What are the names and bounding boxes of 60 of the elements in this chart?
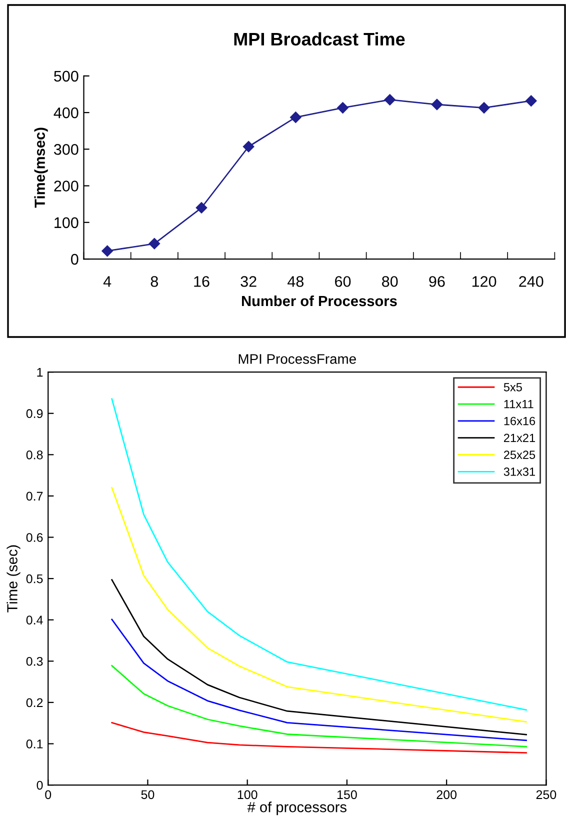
point xyxy=(384,94,396,106)
y-axis-title: Time (sec) xyxy=(6,545,20,612)
y-tick-label: 400 xyxy=(54,107,78,118)
x-tick-label: 120 xyxy=(472,276,496,287)
y-axis-title: Time(msec) xyxy=(34,128,48,208)
y-tick-label: 0 xyxy=(36,780,43,790)
y-tick-label: 200 xyxy=(54,180,78,192)
y-tick-label: 500 xyxy=(54,70,78,82)
x-tick-label: 150 xyxy=(337,790,357,800)
line-series xyxy=(111,665,527,748)
y-tick-label: 0 xyxy=(71,254,78,265)
point xyxy=(102,245,113,257)
x-tick-label: 200 xyxy=(436,790,457,800)
chart-title: MPI Broadcast Time xyxy=(234,32,405,46)
point xyxy=(196,202,208,214)
x-tick-label: 4 xyxy=(103,276,112,287)
y-tick-label: 0.3 xyxy=(26,656,43,666)
y-tick-label: 0.4 xyxy=(26,616,43,625)
legend-label: 21x21 xyxy=(504,434,535,442)
x-tick-label: 0 xyxy=(45,790,52,800)
x-axis-title: # of processors xyxy=(247,802,346,816)
point xyxy=(337,102,348,114)
legend-label: 16x16 xyxy=(504,416,536,426)
y-tick-label: 0.9 xyxy=(26,409,43,418)
y-tick-label: 300 xyxy=(54,144,78,155)
legend-label: 25x25 xyxy=(504,450,536,460)
legend-label: 5x5 xyxy=(504,383,522,392)
x-tick-label: 8 xyxy=(150,276,158,287)
x-tick-label: 60 xyxy=(335,276,351,287)
line-series xyxy=(111,487,527,723)
x-tick-label: 240 xyxy=(519,276,544,287)
y-tick-label: 100 xyxy=(54,217,78,228)
legend-label: 31x31 xyxy=(504,468,535,476)
x-tick-label: 48 xyxy=(288,276,304,287)
y-tick-label: 0.8 xyxy=(26,450,43,460)
point xyxy=(290,112,302,123)
line-series xyxy=(111,579,527,736)
point xyxy=(242,141,254,152)
point xyxy=(478,102,490,114)
legend-label: 11x11 xyxy=(504,400,534,408)
point xyxy=(526,95,537,106)
x-tick-label: 50 xyxy=(141,790,154,800)
point xyxy=(148,238,160,250)
x-tick-label: 32 xyxy=(240,276,256,287)
x-tick-label: 96 xyxy=(429,276,445,287)
y-tick-label: 0.1 xyxy=(26,740,43,748)
y-tick-label: 0.7 xyxy=(26,492,43,501)
x-tick-label: 250 xyxy=(536,790,556,800)
x-tick-label: 80 xyxy=(382,276,398,287)
line-series xyxy=(111,722,527,754)
y-tick-label: 0.2 xyxy=(26,698,43,708)
x-tick-label: 100 xyxy=(238,790,258,800)
x-axis-title: Number of Processors xyxy=(242,295,397,306)
y-tick-label: 0.6 xyxy=(26,533,43,542)
line-series xyxy=(111,618,527,742)
chart-title: MPI ProcessFrame xyxy=(238,354,356,364)
x-tick-label: 16 xyxy=(194,276,210,287)
point xyxy=(431,98,443,110)
y-tick-label: 0.5 xyxy=(26,574,43,584)
y-tick-label: 1 xyxy=(37,368,43,377)
